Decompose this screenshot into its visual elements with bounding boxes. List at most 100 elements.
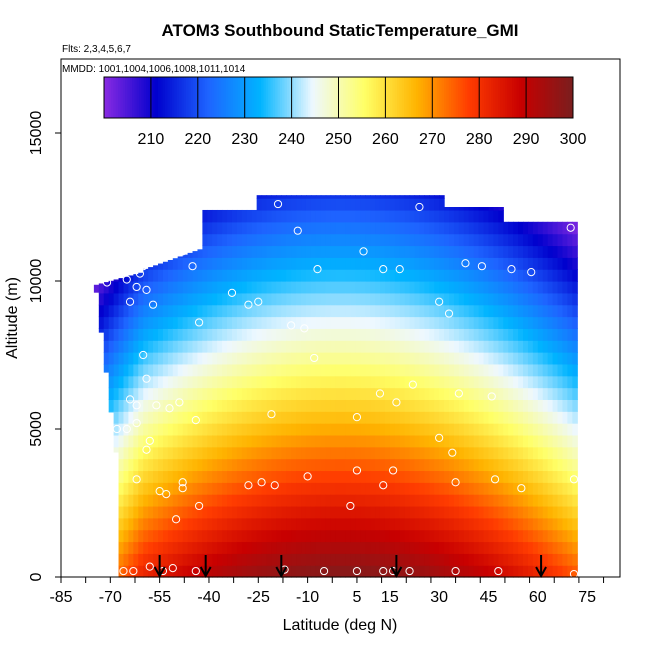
heatmap-cell xyxy=(251,494,258,507)
heatmap-cell xyxy=(567,517,573,531)
heatmap-cell xyxy=(340,387,347,400)
heatmap-cell xyxy=(503,245,509,258)
heatmap-cell xyxy=(453,423,460,436)
heatmap-cell xyxy=(325,517,332,531)
heatmap-cell xyxy=(498,209,504,223)
heatmap-cell xyxy=(557,328,564,341)
heatmap-cell xyxy=(256,209,263,223)
heatmap-cell xyxy=(567,281,573,294)
heatmap-cell xyxy=(547,281,554,294)
heatmap-cell xyxy=(508,363,514,377)
heatmap-cell xyxy=(123,411,130,424)
heatmap-cell xyxy=(547,482,554,495)
heatmap-cell xyxy=(419,458,425,472)
heatmap-cell xyxy=(458,470,465,483)
colorbar-swatch xyxy=(197,77,201,118)
heatmap-cell xyxy=(291,541,297,554)
heatmap-cell xyxy=(340,269,347,282)
heatmap-cell xyxy=(542,292,549,306)
heatmap-cell xyxy=(365,387,371,400)
heatmap-cell xyxy=(202,292,208,306)
heatmap-cell xyxy=(266,434,273,448)
heatmap-cell xyxy=(256,245,263,258)
heatmap-cell xyxy=(212,233,218,247)
heatmap-cell xyxy=(384,517,391,531)
heatmap-cell xyxy=(355,541,361,554)
heatmap-cell xyxy=(547,245,554,258)
heatmap-cell xyxy=(310,316,317,329)
heatmap-cell xyxy=(365,482,371,495)
heatmap-cell xyxy=(310,446,317,460)
heatmap-cell xyxy=(542,494,549,507)
heatmap-cell xyxy=(212,541,218,554)
heatmap-cell xyxy=(296,434,302,448)
heatmap-cell xyxy=(251,399,258,412)
heatmap-cell xyxy=(301,269,307,282)
heatmap-cell xyxy=(498,375,504,389)
heatmap-cell xyxy=(281,387,287,400)
heatmap-cell xyxy=(463,352,470,365)
heatmap-cell xyxy=(217,434,223,448)
heatmap-cell xyxy=(241,399,248,412)
colorbar-swatch xyxy=(371,77,375,118)
heatmap-cell xyxy=(320,195,327,199)
x-axis-tick-label: -55 xyxy=(148,589,171,606)
heatmap-cell xyxy=(330,281,337,294)
heatmap-cell xyxy=(187,304,194,318)
heatmap-cell xyxy=(133,529,139,543)
heatmap-cell xyxy=(409,304,416,318)
heatmap-cell xyxy=(162,517,169,531)
heatmap-cell xyxy=(365,423,371,436)
heatmap-cell xyxy=(404,198,411,211)
heatmap-cell xyxy=(350,423,356,436)
heatmap-cell xyxy=(547,529,554,543)
heatmap-cell xyxy=(182,470,189,483)
heatmap-cell xyxy=(567,363,573,377)
heatmap-cell xyxy=(468,565,475,578)
heatmap-cell xyxy=(266,233,273,247)
heatmap-cell xyxy=(148,304,154,318)
heatmap-cell xyxy=(222,458,228,472)
heatmap-cell xyxy=(513,458,519,472)
heatmap-cell xyxy=(375,221,381,235)
heatmap-cell xyxy=(187,340,194,353)
heatmap-cell xyxy=(394,553,401,566)
heatmap-cell xyxy=(453,352,460,365)
colorbar-swatch xyxy=(429,77,433,118)
heatmap-cell xyxy=(266,198,273,211)
heatmap-cell xyxy=(335,458,342,472)
heatmap-cell xyxy=(340,434,347,448)
heatmap-cell xyxy=(128,446,134,460)
heatmap-cell xyxy=(182,328,189,341)
heatmap-cell xyxy=(143,494,149,507)
heatmap-cell xyxy=(414,209,421,223)
heatmap-cell xyxy=(350,221,356,235)
heatmap-cell xyxy=(148,411,154,424)
heatmap-cell xyxy=(493,233,499,247)
heatmap-cell xyxy=(424,195,430,199)
heatmap-cell xyxy=(261,352,268,365)
heatmap-cell xyxy=(108,399,115,412)
heatmap-cell xyxy=(305,482,312,495)
heatmap-cell xyxy=(449,245,455,258)
colorbar-swatch xyxy=(462,77,466,118)
heatmap-cell xyxy=(281,434,287,448)
heatmap-cell xyxy=(291,565,297,578)
heatmap-cell xyxy=(532,233,539,247)
heatmap-cell xyxy=(192,304,199,318)
heatmap-cell xyxy=(296,505,302,519)
heatmap-cell xyxy=(439,221,445,235)
heatmap-cell xyxy=(493,221,499,235)
heatmap-cell xyxy=(261,470,268,483)
colorbar-swatch xyxy=(378,77,382,118)
heatmap-cell xyxy=(542,565,549,578)
heatmap-cell xyxy=(463,304,470,318)
colorbar-swatch xyxy=(540,77,544,118)
heatmap-cell xyxy=(172,553,179,566)
heatmap-cell xyxy=(172,269,179,282)
heatmap-cell xyxy=(498,553,504,566)
heatmap-cell xyxy=(478,529,485,543)
heatmap-cell xyxy=(419,269,425,282)
heatmap-cell xyxy=(350,553,356,566)
heatmap-cell xyxy=(523,363,529,377)
